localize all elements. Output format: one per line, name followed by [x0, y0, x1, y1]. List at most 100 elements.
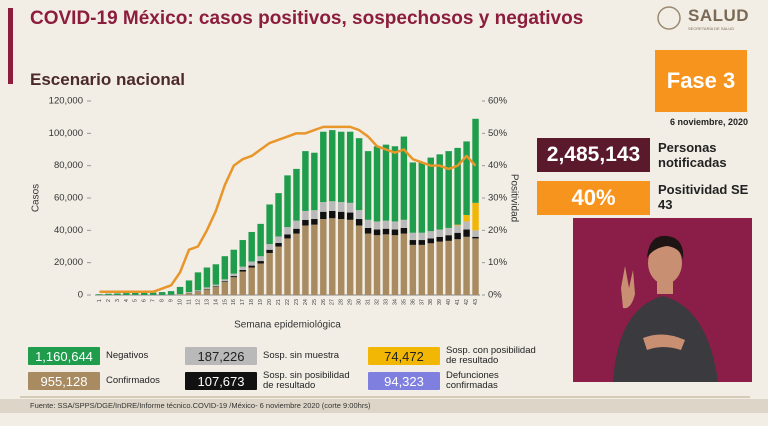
bar-segment [284, 175, 291, 228]
bar-segment [463, 236, 470, 295]
legend-value: 1,160,644 [28, 347, 100, 365]
x-tick-label: 20 [267, 299, 273, 305]
x-tick-label: 25 [312, 299, 318, 305]
bar-segment [230, 273, 238, 277]
x-tick-label: 6 [142, 299, 148, 302]
bar-segment [239, 271, 246, 295]
bar-segment [257, 261, 264, 264]
bar-segment [472, 230, 479, 237]
bar-segment [418, 240, 426, 245]
bar-segment [373, 221, 381, 230]
bar-segment [248, 267, 255, 295]
bar-segment [454, 224, 461, 226]
bar-segment [355, 138, 363, 211]
bar-segment [454, 232, 461, 240]
legend-value: 94,323 [368, 372, 440, 390]
bar-segment [266, 249, 273, 253]
x-tick-label: 12 [195, 299, 201, 305]
x-tick-label: 3 [115, 299, 121, 302]
bar-segment [400, 227, 408, 234]
bar-segment [311, 224, 318, 295]
bar-segment [418, 232, 426, 241]
bar-segment [284, 227, 291, 235]
bar-segment [293, 220, 300, 229]
legend-value: 107,673 [185, 372, 257, 390]
bar-segment [248, 231, 255, 262]
x-tick-label: 36 [410, 299, 416, 305]
bar-segment [302, 219, 309, 226]
bar-segment [311, 152, 318, 211]
bar-segment [194, 272, 202, 291]
x-tick-label: 10 [178, 299, 184, 305]
bar-segment [320, 131, 327, 203]
y2-tick-label: 40% [488, 160, 508, 171]
bar-segment [275, 246, 282, 295]
stat-label: Positividad SE 43 [658, 182, 749, 212]
bar-segment [239, 266, 246, 270]
x-tick-label: 5 [133, 299, 139, 302]
interpreter-video [573, 218, 752, 382]
bar-segment [221, 282, 229, 295]
bar-segment [346, 131, 354, 203]
legend-label: Sosp. con posibilidad de resultado [446, 345, 536, 366]
bar-segment [248, 265, 255, 268]
bar-segment [96, 294, 103, 295]
bar-segment [409, 232, 417, 241]
bar-segment [266, 252, 273, 295]
x-tick-label: 33 [383, 299, 389, 305]
bar-segment [382, 220, 390, 229]
x-tick-label: 35 [401, 299, 407, 305]
bar-segment [275, 242, 282, 247]
bar-segment [194, 291, 202, 295]
x-tick-label: 4 [124, 299, 130, 302]
bar-segment [320, 219, 327, 295]
bar-segment [266, 244, 273, 250]
x-tick-label: 8 [160, 299, 166, 302]
bar-segment [391, 221, 399, 230]
bar-segment [346, 212, 354, 220]
x-tick-label: 31 [366, 299, 372, 305]
date: 6 noviembre, 2020 [669, 117, 748, 127]
bar-segment [194, 290, 202, 292]
bar-segment [311, 219, 318, 225]
bar-segment [463, 229, 470, 237]
bar-segment [149, 292, 157, 295]
x-tick-label: 41 [455, 299, 461, 305]
bar-segment [248, 261, 255, 266]
bar-segment [364, 219, 372, 228]
y2-axis-label: Positividad [508, 174, 519, 222]
bar-segment [212, 284, 220, 287]
y2-tick-label: 20% [488, 225, 508, 236]
bar-segment [445, 235, 452, 241]
x-tick-label: 23 [294, 299, 300, 305]
bar-segment [346, 219, 354, 295]
logo: SALUD [688, 6, 750, 25]
bar-segment [212, 286, 220, 287]
bar-segment [203, 267, 211, 288]
bar-segment [230, 276, 238, 278]
x-tick-label: 2 [106, 299, 112, 302]
y-tick-label: 120,000 [49, 96, 83, 107]
y2-tick-label: 50% [488, 128, 508, 139]
bar-segment [257, 256, 264, 262]
x-axis-label: Semana epidemiológica [234, 320, 341, 331]
bar-segment [203, 287, 211, 289]
bar-segment [185, 280, 193, 293]
bar-segment [185, 292, 193, 293]
x-tick-label: 22 [285, 299, 291, 305]
phase-badge: Fase 3 [655, 50, 747, 112]
x-tick-label: 32 [374, 299, 380, 305]
bar-segment [409, 240, 417, 245]
title: COVID-19 México: casos positivos, sospec… [30, 8, 584, 29]
bar-segment [141, 292, 148, 295]
bar-segment [266, 204, 273, 245]
x-tick-label: 29 [348, 299, 354, 305]
bar-segment [337, 211, 345, 220]
bar-segment [400, 233, 408, 295]
bar-segment [337, 202, 345, 212]
bar-segment [454, 225, 461, 233]
bar-segment [436, 241, 443, 295]
y-tick-label: 60,000 [54, 193, 83, 204]
bar-segment [293, 168, 300, 221]
